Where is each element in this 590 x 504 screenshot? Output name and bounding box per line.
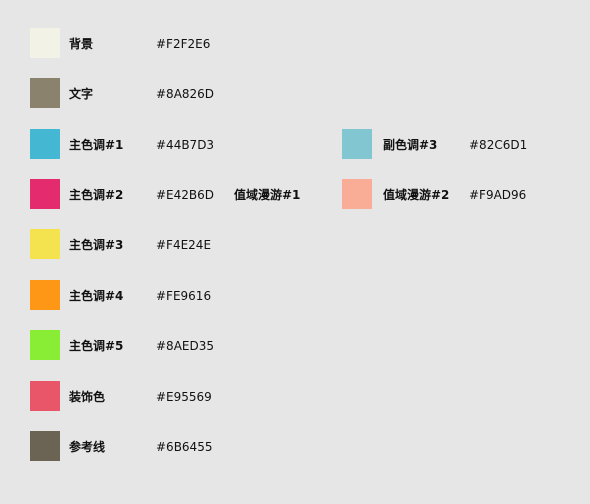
color-swatch: [342, 179, 372, 209]
color-swatch: [30, 28, 60, 58]
floating-label: 值域漫游#1: [234, 188, 301, 202]
color-hex: #E95569: [156, 390, 212, 404]
color-swatch: [30, 129, 60, 159]
color-row-background: 背景 #F2F2E6: [0, 28, 590, 58]
color-swatch: [30, 330, 60, 360]
color-swatch: [342, 129, 372, 159]
color-label: 文字: [69, 87, 94, 101]
color-swatch: [30, 78, 60, 108]
color-swatch: [30, 381, 60, 411]
color-row-decoration: 装饰色 #E95569: [0, 381, 590, 411]
color-label: 主色调#3: [69, 238, 124, 252]
color-hex: #F9AD96: [469, 188, 527, 202]
color-row-primary-4: 主色调#4 #FE9616: [0, 280, 590, 310]
color-row-range-2: 值域漫游#2 #F9AD96: [0, 179, 590, 209]
color-row-secondary-3: 副色调#3 #82C6D1: [0, 129, 590, 159]
color-row-text: 文字 #8A826D: [0, 78, 590, 108]
color-label: 主色调#4: [69, 289, 124, 303]
color-swatch: [30, 229, 60, 259]
color-label: 主色调#2: [69, 188, 124, 202]
color-label: 副色调#3: [383, 138, 438, 152]
color-hex: #6B6455: [156, 440, 213, 454]
color-label: 装饰色: [69, 390, 106, 404]
color-label: 值域漫游#2: [383, 188, 450, 202]
color-label: 主色调#5: [69, 339, 124, 353]
color-row-primary-5: 主色调#5 #8AED35: [0, 330, 590, 360]
color-label: 背景: [69, 37, 94, 51]
color-hex: #F2F2E6: [156, 37, 211, 51]
color-hex: #8AED35: [156, 339, 214, 353]
color-label: 参考线: [69, 440, 106, 454]
color-swatch: [30, 431, 60, 461]
color-hex: #82C6D1: [469, 138, 528, 152]
color-swatch: [30, 280, 60, 310]
color-row-primary-1: 主色调#1 #44B7D3: [0, 129, 590, 159]
color-swatch: [30, 179, 60, 209]
color-row-guide: 参考线 #6B6455: [0, 431, 590, 461]
color-row-primary-3: 主色调#3 #F4E24E: [0, 229, 590, 259]
color-hex: #8A826D: [156, 87, 215, 101]
color-hex: #F4E24E: [156, 238, 212, 252]
color-label: 主色调#1: [69, 138, 124, 152]
color-hex: #E42B6D: [156, 188, 215, 202]
color-row-primary-2: 主色调#2 #E42B6D 值域漫游#1: [0, 179, 590, 209]
color-hex: #44B7D3: [156, 138, 215, 152]
color-hex: #FE9616: [156, 289, 212, 303]
